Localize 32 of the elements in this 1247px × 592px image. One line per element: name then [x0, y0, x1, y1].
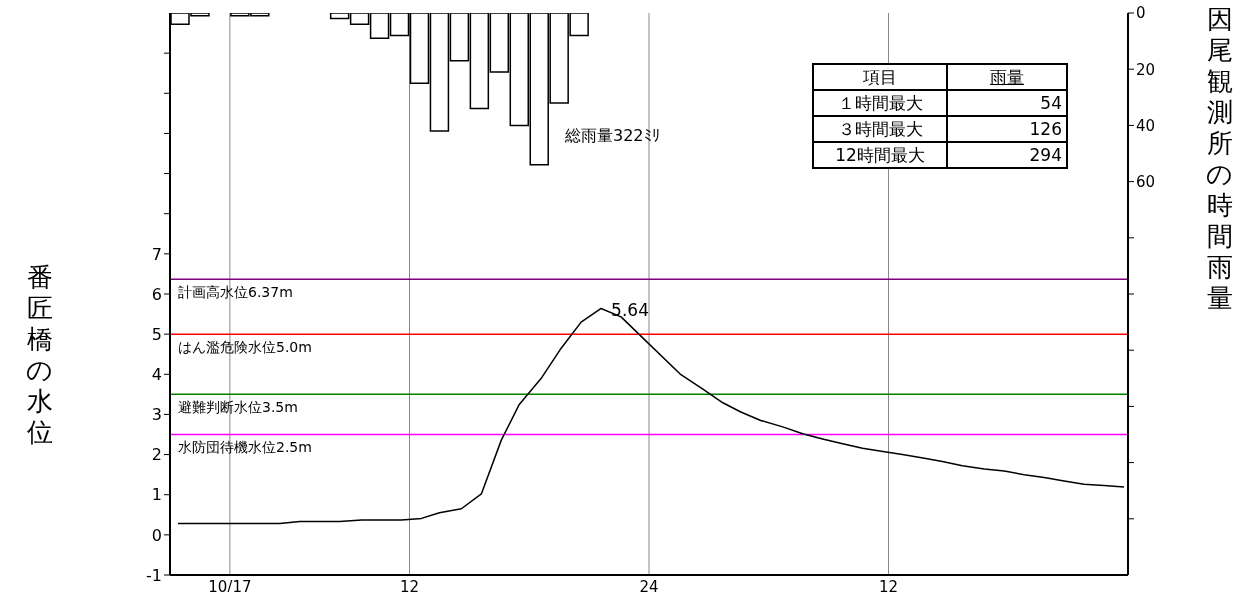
- annotation: 126: [947, 116, 1067, 142]
- ref-line-label: 避難判断水位3.5m: [178, 399, 298, 416]
- annotation: 294: [947, 142, 1067, 168]
- annotation: 54: [947, 90, 1067, 116]
- annotation: 雨量: [947, 64, 1067, 90]
- y2-tick-label: 20: [1136, 60, 1156, 79]
- y-tick-label: 3: [151, 405, 162, 425]
- ref-line-label: はん濫危険水位5.0m: [178, 339, 312, 356]
- y2-tick-label: 60: [1136, 172, 1156, 191]
- x-tick-label: 12: [399, 577, 420, 592]
- x-tick-label: 24: [639, 577, 659, 592]
- y-tick-label: 2: [151, 445, 162, 465]
- annotation: 5.64: [611, 300, 649, 321]
- y2-title: 因尾観測所の時間雨量: [1206, 4, 1233, 314]
- y-tick-label: -1: [146, 565, 162, 585]
- y-tick-label: 7: [151, 244, 162, 264]
- annotation: ３時間最大: [813, 116, 947, 142]
- y-tick-label: 0: [151, 525, 162, 545]
- annotation: 項目: [813, 64, 947, 90]
- ref-line-label: 水防団待機水位2.5m: [178, 439, 312, 456]
- y-tick-label: 5: [151, 324, 162, 344]
- annotation: 総雨量322ﾐﾘ: [565, 126, 660, 147]
- y2-tick-label: 40: [1136, 116, 1156, 135]
- annotation: 12時間最大: [813, 142, 947, 168]
- annotation: １時間最大: [813, 90, 947, 116]
- x-tick-label: 12: [878, 577, 899, 592]
- y-tick-label: 4: [151, 364, 162, 384]
- y-tick-label: 1: [151, 485, 162, 505]
- y-tick-label: 6: [151, 284, 162, 304]
- ref-line-label: 計画高水位6.37m: [178, 284, 293, 301]
- y-title: 番匠橋の水位: [26, 262, 53, 448]
- y2-tick-label: 0: [1136, 4, 1146, 23]
